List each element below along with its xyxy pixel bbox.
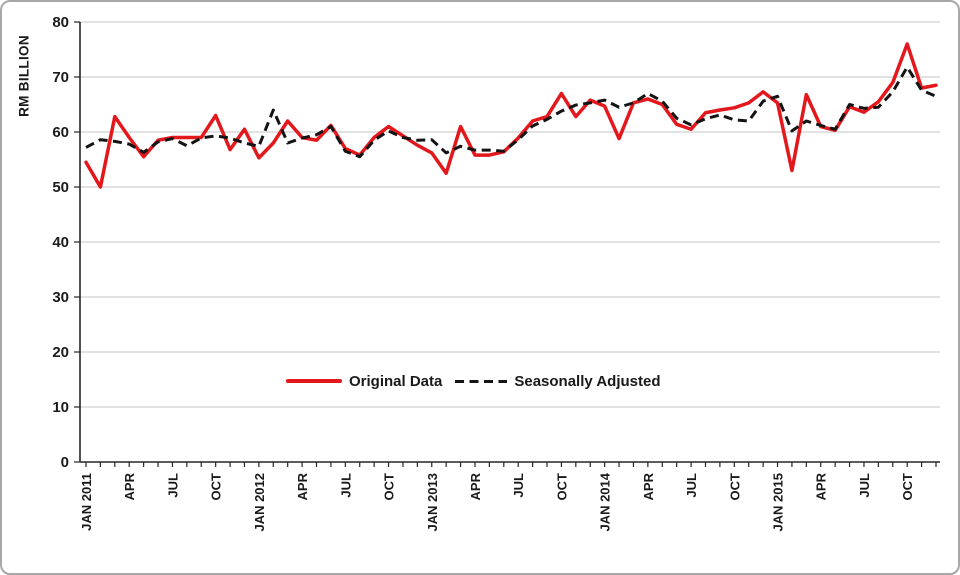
svg-text:OCT: OCT — [382, 473, 397, 501]
svg-text:OCT: OCT — [554, 473, 569, 501]
legend: Original Data Seasonally Adjusted — [286, 371, 661, 391]
svg-text:JUL: JUL — [165, 473, 180, 498]
svg-text:APR: APR — [641, 472, 656, 500]
y-gridlines — [80, 21, 940, 408]
svg-text:JUL: JUL — [511, 473, 526, 498]
y-tick-labels: 0 10 20 30 40 50 60 70 80 — [52, 14, 69, 471]
svg-text:JAN 2013: JAN 2013 — [425, 473, 440, 532]
svg-text:OCT: OCT — [727, 473, 742, 501]
svg-text:50: 50 — [52, 179, 69, 196]
legend-item-original-data: Original Data — [286, 373, 442, 390]
y-axis-title: RM BILLION — [16, 35, 32, 117]
svg-text:JAN 2014: JAN 2014 — [598, 472, 613, 531]
legend-item-seasonally-adjusted: Seasonally Adjusted — [455, 372, 661, 390]
svg-text:0: 0 — [61, 454, 69, 471]
svg-text:APR: APR — [122, 472, 137, 500]
svg-text:40: 40 — [52, 234, 69, 251]
svg-text:JAN 2012: JAN 2012 — [252, 473, 267, 532]
legend-label-original-data: Original Data — [349, 372, 443, 390]
black-dashed-line-sample — [455, 379, 508, 383]
svg-text:30: 30 — [52, 289, 69, 306]
svg-text:60: 60 — [52, 124, 69, 141]
svg-text:80: 80 — [52, 14, 69, 31]
svg-text:OCT: OCT — [900, 473, 915, 501]
svg-text:JUL: JUL — [338, 473, 353, 498]
svg-text:20: 20 — [52, 344, 69, 361]
svg-text:JUL: JUL — [684, 473, 699, 498]
svg-text:70: 70 — [52, 69, 69, 86]
svg-text:JUL: JUL — [857, 473, 872, 498]
svg-text:APR: APR — [468, 472, 483, 500]
legend-label-seasonally-adjusted: Seasonally Adjusted — [514, 372, 661, 390]
svg-text:JAN 2015: JAN 2015 — [771, 473, 786, 532]
seasonally-adjusted-line — [85, 65, 937, 159]
x-tick-labels: JAN 2011 APR JUL OCT JAN 2012 APR JUL OCT JAN 20… — [79, 472, 915, 531]
svg-text:JAN 2011: JAN 2011 — [79, 473, 94, 531]
svg-text:APR: APR — [814, 472, 829, 500]
x-axis-ticks — [85, 462, 937, 467]
y-axis-ticks — [74, 21, 80, 463]
svg-text:APR: APR — [295, 472, 310, 500]
svg-text:OCT: OCT — [209, 473, 224, 501]
svg-text:10: 10 — [52, 399, 69, 416]
red-solid-line-sample — [286, 379, 342, 383]
original-data-line — [84, 42, 938, 189]
